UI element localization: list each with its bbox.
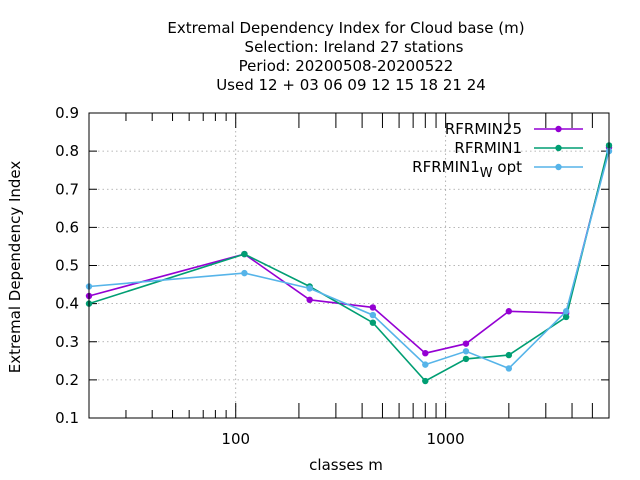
x-axis-label: classes m (309, 456, 383, 474)
series-point (505, 365, 513, 372)
series-point (505, 351, 513, 359)
legend-swatch-point (555, 125, 562, 133)
series-point (505, 308, 513, 315)
series-point (422, 349, 429, 357)
series-point (241, 250, 248, 258)
axis-ticks: 0.1 0.2 0.3 0.4 0.5 0.6 0.7 0.8 0.9 100 1000 (55, 104, 609, 448)
series-point (241, 269, 248, 277)
x-tick-label: 1000 (427, 430, 465, 448)
series-point (369, 319, 377, 326)
y-tick-label: 0.1 (55, 409, 79, 427)
y-tick-label: 0.7 (55, 180, 79, 198)
legend-swatch-point (555, 144, 562, 152)
series-point (306, 285, 313, 292)
y-axis-label: Extremal Dependency Index (6, 161, 24, 374)
series-line-1 (88, 147, 610, 355)
series-line-3 (88, 150, 610, 370)
series-point (462, 348, 470, 355)
y-tick-label: 0.9 (55, 104, 79, 122)
series-point (462, 340, 470, 347)
y-tick-label: 0.5 (55, 257, 79, 275)
y-tick-label: 0.6 (55, 218, 79, 236)
title-line-1: Extremal Dependency Index for Cloud base… (167, 19, 524, 37)
title-line-3: Period: 20200508-20200522 (239, 57, 454, 75)
title-line-2: Selection: Ireland 27 stations (245, 38, 464, 56)
series-point (562, 308, 570, 315)
series-point (369, 304, 377, 311)
plot-frame (88, 112, 610, 419)
series-point (462, 355, 470, 363)
series-point (562, 313, 570, 321)
legend-label: RFRMIN25 (445, 120, 522, 138)
title-line-4: Used 12 + 03 06 09 12 15 18 21 24 (216, 76, 486, 94)
series-point (422, 361, 429, 368)
series-point (369, 311, 377, 319)
legend-label: RFRMIN1W opt (412, 158, 522, 181)
y-tick-label: 0.3 (55, 333, 79, 351)
legend-swatch-point (555, 163, 562, 171)
y-tick-label: 0.4 (55, 295, 79, 313)
series-point (422, 377, 429, 385)
y-tick-label: 0.8 (55, 142, 79, 160)
series-lines (85, 142, 613, 385)
legend-label: RFRMIN1 (454, 139, 522, 157)
y-tick-label: 0.2 (55, 371, 79, 389)
series-point (306, 296, 313, 304)
x-tick-label: 100 (221, 430, 250, 448)
chart-title: Extremal Dependency Index for Cloud base… (167, 19, 524, 94)
grid (89, 113, 609, 418)
